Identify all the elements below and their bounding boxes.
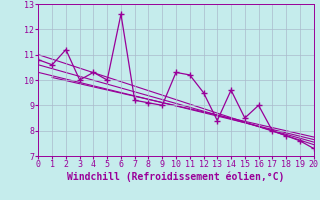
X-axis label: Windchill (Refroidissement éolien,°C): Windchill (Refroidissement éolien,°C) bbox=[67, 172, 285, 182]
